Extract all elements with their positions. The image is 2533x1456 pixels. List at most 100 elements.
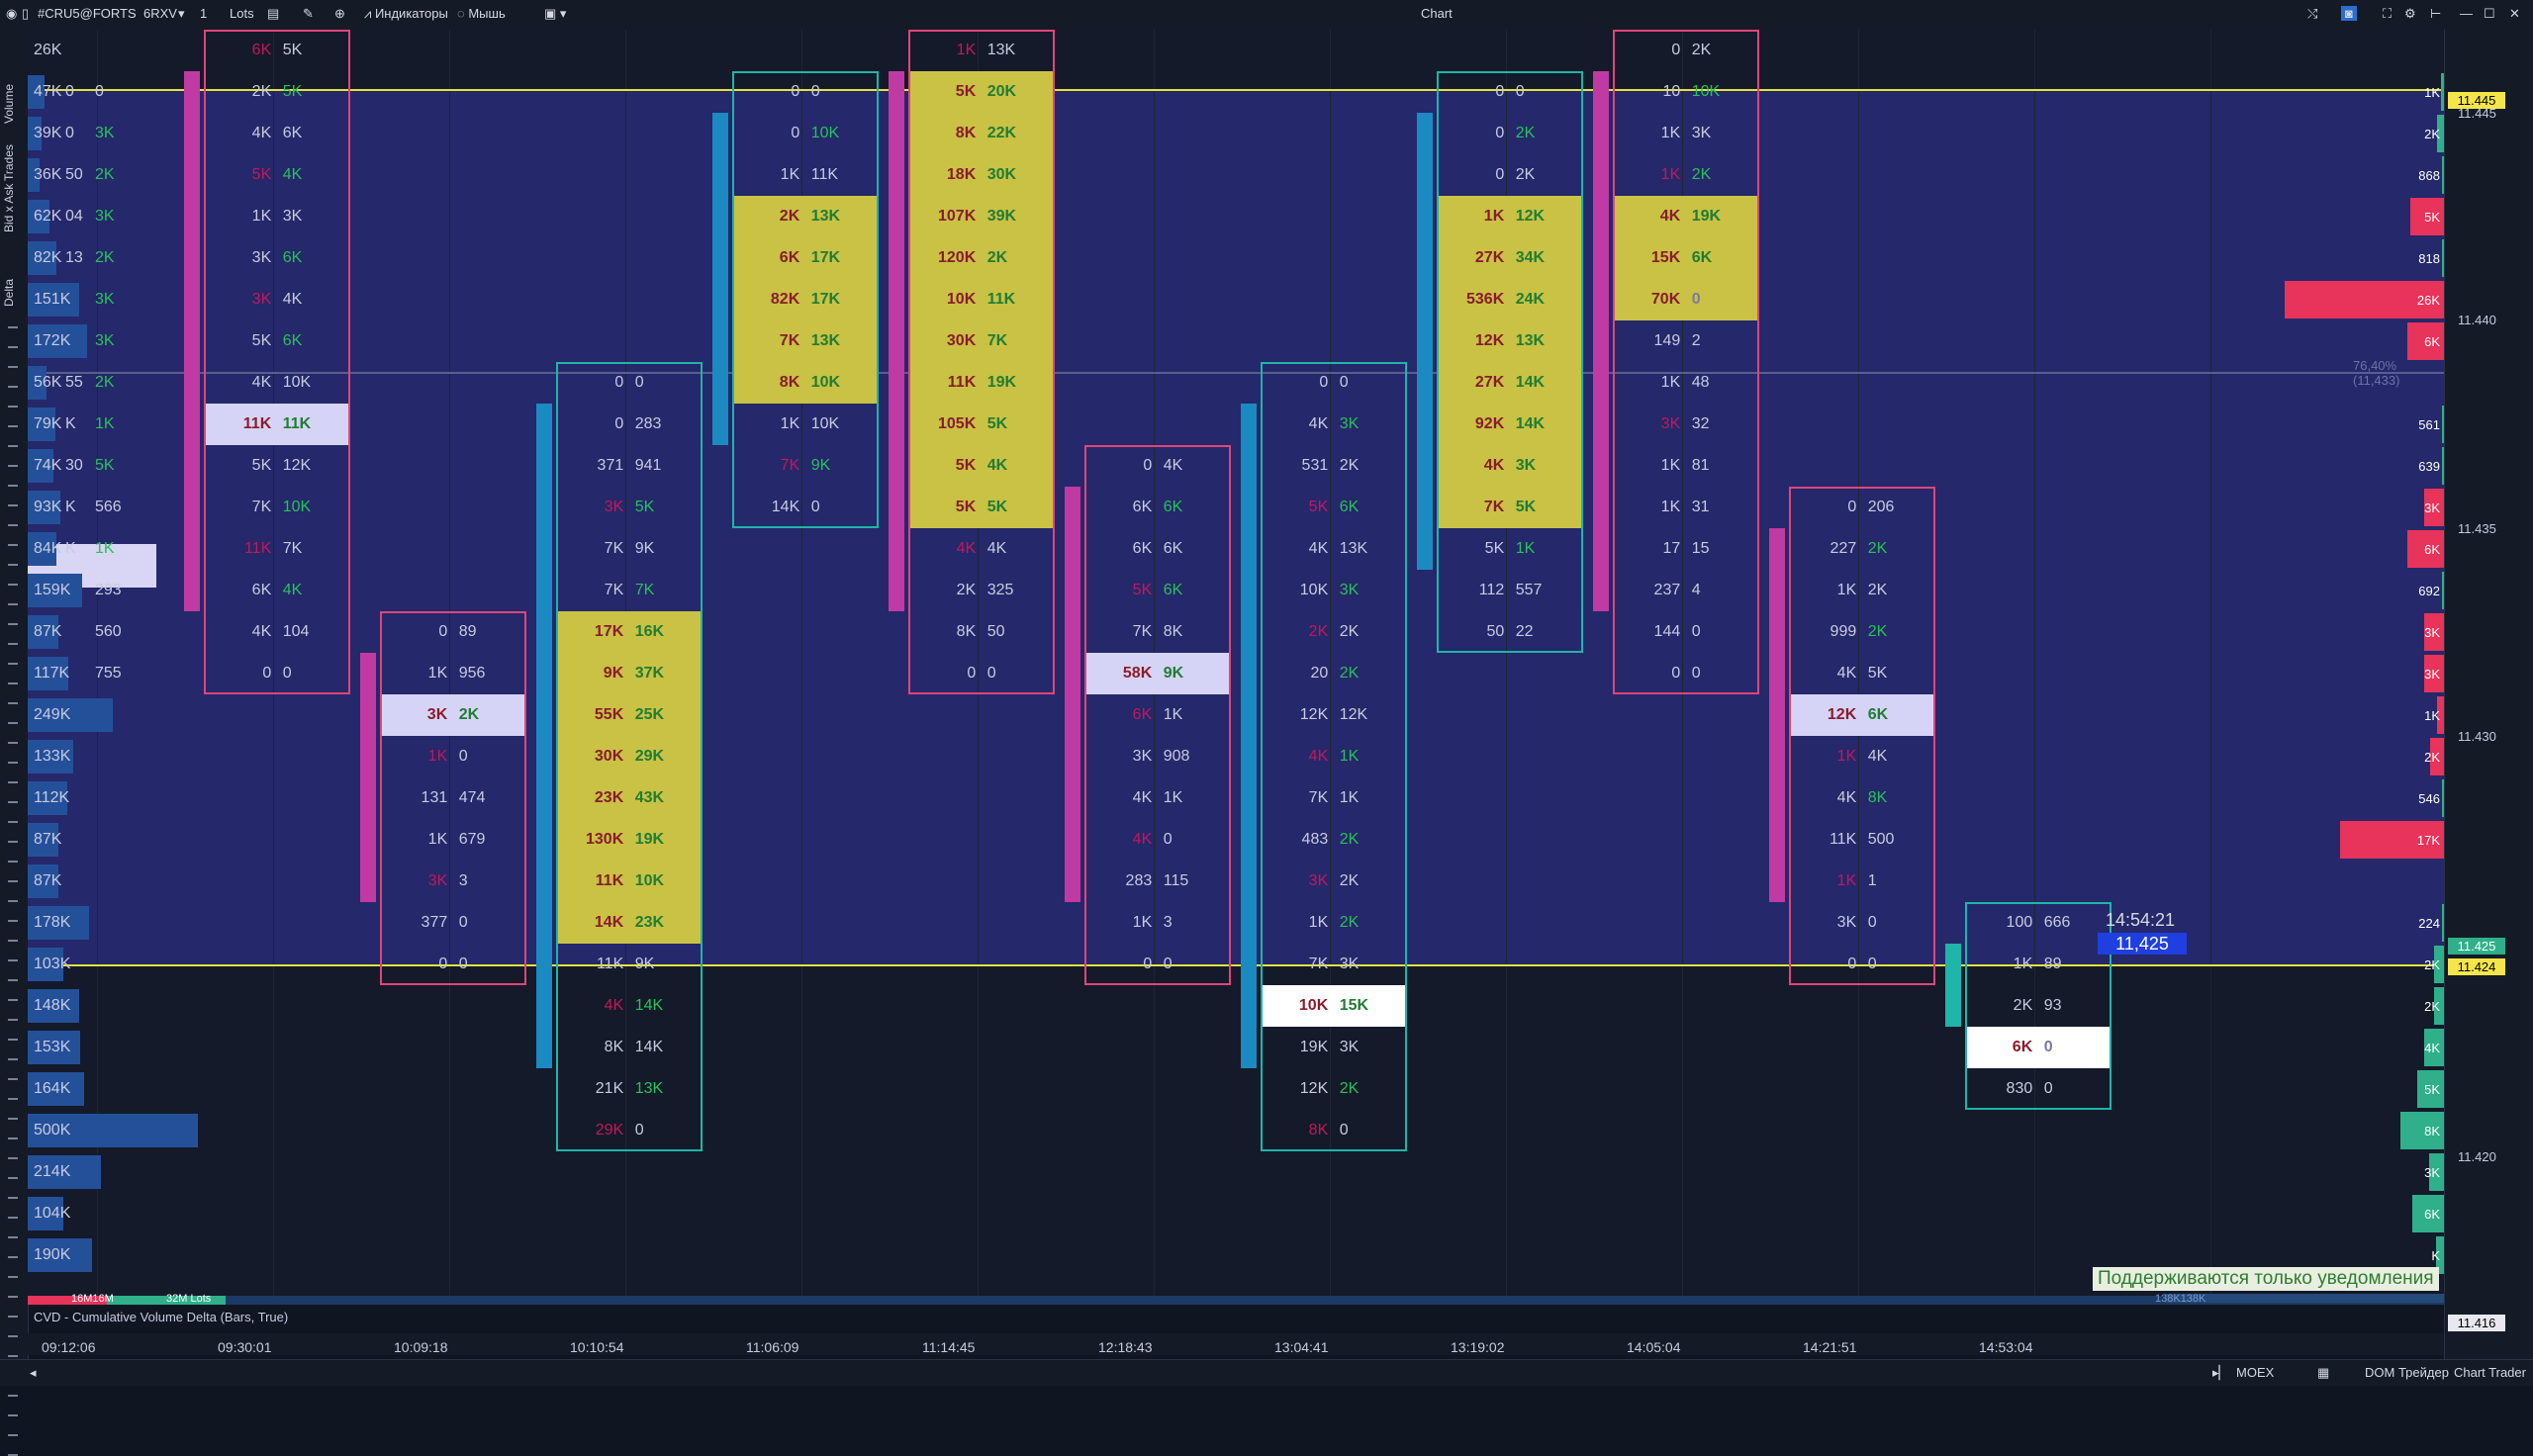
tool-icon[interactable]	[8, 880, 18, 882]
tool-icon[interactable]	[8, 762, 18, 764]
tool-icon[interactable]	[8, 425, 18, 427]
tool-icon[interactable]	[8, 1098, 18, 1100]
profile-label: 164K	[34, 1080, 71, 1097]
tool-icon[interactable]	[8, 1335, 18, 1337]
tool-icon[interactable]	[8, 1138, 18, 1139]
chevron-down-icon[interactable]: ▾	[178, 6, 185, 21]
ask-value: 5K	[282, 83, 303, 100]
dom-trader-button[interactable]: DOM Трейдер	[2365, 1365, 2449, 1380]
tool-icon[interactable]	[8, 940, 18, 942]
tool-icon[interactable]	[8, 544, 18, 546]
ask-value: 6K	[282, 125, 303, 141]
tool-icon[interactable]	[8, 406, 18, 408]
tool-icon[interactable]	[8, 564, 18, 566]
layout-icon[interactable]: ▣ ▾	[544, 6, 567, 21]
ask-value: 3K	[1515, 457, 1537, 474]
scroll-right-icon[interactable]: ▸▏	[2212, 1365, 2229, 1380]
tool-icon[interactable]	[8, 1177, 18, 1179]
tool-icon[interactable]	[8, 900, 18, 902]
tool-icon[interactable]	[8, 465, 18, 467]
scroll-left-icon[interactable]: ◂	[30, 1365, 37, 1380]
tool-icon[interactable]	[8, 1078, 18, 1080]
dom-bar-label: 8K	[2424, 1124, 2440, 1138]
tool-icon[interactable]	[8, 979, 18, 981]
tool-icon[interactable]	[8, 722, 18, 724]
minimize-icon[interactable]: —	[2460, 6, 2473, 21]
tool-icon[interactable]	[8, 386, 18, 388]
bid-value: 371	[597, 457, 624, 474]
tool-icon[interactable]	[8, 326, 18, 328]
ask-value: 2K	[1691, 42, 1712, 58]
tool-icon[interactable]	[8, 1296, 18, 1298]
pin-icon[interactable]: ⊢	[2430, 6, 2442, 21]
tool-icon[interactable]	[8, 366, 18, 368]
camera-icon[interactable]: ◙	[2341, 6, 2357, 21]
chart-type-icon[interactable]: ▤	[267, 6, 280, 21]
tool-icon[interactable]	[8, 841, 18, 843]
tool-icon[interactable]	[8, 1019, 18, 1021]
ask-value: 0	[810, 499, 820, 515]
tool-icon[interactable]	[8, 1414, 18, 1416]
fullscreen-icon[interactable]: ⛶	[2383, 6, 2392, 21]
tool-icon[interactable]	[8, 821, 18, 823]
tool-icon[interactable]	[8, 702, 18, 704]
chart-trader-button[interactable]: Chart Trader	[2454, 1365, 2526, 1380]
maximize-icon[interactable]: ☐	[2484, 6, 2495, 21]
draw-icon[interactable]: ✎	[303, 6, 314, 21]
tool-icon[interactable]	[8, 603, 18, 605]
side-tab-3[interactable]: Delta	[2, 278, 16, 307]
tool-icon[interactable]	[8, 1118, 18, 1120]
tool-icon[interactable]	[8, 643, 18, 645]
link-icon[interactable]: ⤭	[2307, 6, 2318, 21]
tool-icon[interactable]	[8, 801, 18, 803]
exchange-selector[interactable]: MOEX	[2236, 1365, 2275, 1380]
bid-value: 1K	[1483, 208, 1505, 225]
tool-icon[interactable]	[8, 1157, 18, 1159]
account-selector[interactable]: 6RXV	[143, 6, 177, 21]
tool-icon[interactable]	[8, 346, 18, 348]
tool-icon[interactable]	[8, 1395, 18, 1397]
side-tab-1[interactable]: Trades	[2, 144, 16, 181]
tool-icon[interactable]	[8, 1058, 18, 1060]
tool-icon[interactable]	[8, 663, 18, 665]
tool-icon[interactable]	[8, 1316, 18, 1318]
tool-icon[interactable]	[8, 1355, 18, 1357]
tool-icon[interactable]	[8, 1434, 18, 1436]
side-tab-0[interactable]: Volume	[2, 83, 16, 124]
tool-icon[interactable]	[8, 504, 18, 506]
tool-icon[interactable]	[8, 861, 18, 863]
tool-icon[interactable]	[8, 1236, 18, 1238]
tool-icon[interactable]	[8, 959, 18, 961]
settings-icon[interactable]: ⚙	[2404, 6, 2416, 21]
qty-input[interactable]: 1	[200, 6, 208, 21]
price-scale[interactable]	[2444, 30, 2533, 1365]
tool-icon[interactable]	[8, 1217, 18, 1219]
mouse-button[interactable]: ◌ Мышь	[457, 6, 506, 21]
tool-icon[interactable]	[8, 485, 18, 487]
bid-value: 3K	[604, 499, 624, 515]
symbol-label[interactable]: #CRU5@FORTS	[38, 6, 137, 21]
tool-icon[interactable]	[8, 623, 18, 625]
calendar-icon[interactable]: ▦	[2317, 1365, 2330, 1380]
indicators-button[interactable]: ⩘ Индикаторы	[364, 6, 448, 22]
tool-icon[interactable]	[8, 920, 18, 922]
bid-value: 1K	[1132, 914, 1153, 931]
footprint-row: 14K 0	[734, 487, 877, 528]
zoom-icon[interactable]: ⊕	[334, 6, 345, 21]
tool-icon[interactable]	[8, 742, 18, 744]
close-icon[interactable]: ✕	[2509, 6, 2520, 21]
ask-value: 14K	[634, 1039, 664, 1055]
tool-icon[interactable]	[8, 524, 18, 526]
side-tab-2[interactable]: Bid x Ask	[2, 183, 16, 232]
tool-icon[interactable]	[8, 682, 18, 684]
tool-icon[interactable]	[8, 1256, 18, 1258]
tool-icon[interactable]	[8, 584, 18, 586]
tool-icon[interactable]	[8, 999, 18, 1001]
tool-icon[interactable]	[8, 1197, 18, 1199]
chart-area[interactable]: 76,40% (11,433) 26K 47K 39K 36K 62K 82K 151K 17…	[28, 30, 2444, 1296]
symbol-box-icon[interactable]: ▯	[22, 6, 30, 21]
tool-icon[interactable]	[8, 1039, 18, 1041]
tool-icon[interactable]	[8, 781, 18, 783]
tool-icon[interactable]	[8, 1276, 18, 1278]
tool-icon[interactable]	[8, 445, 18, 447]
